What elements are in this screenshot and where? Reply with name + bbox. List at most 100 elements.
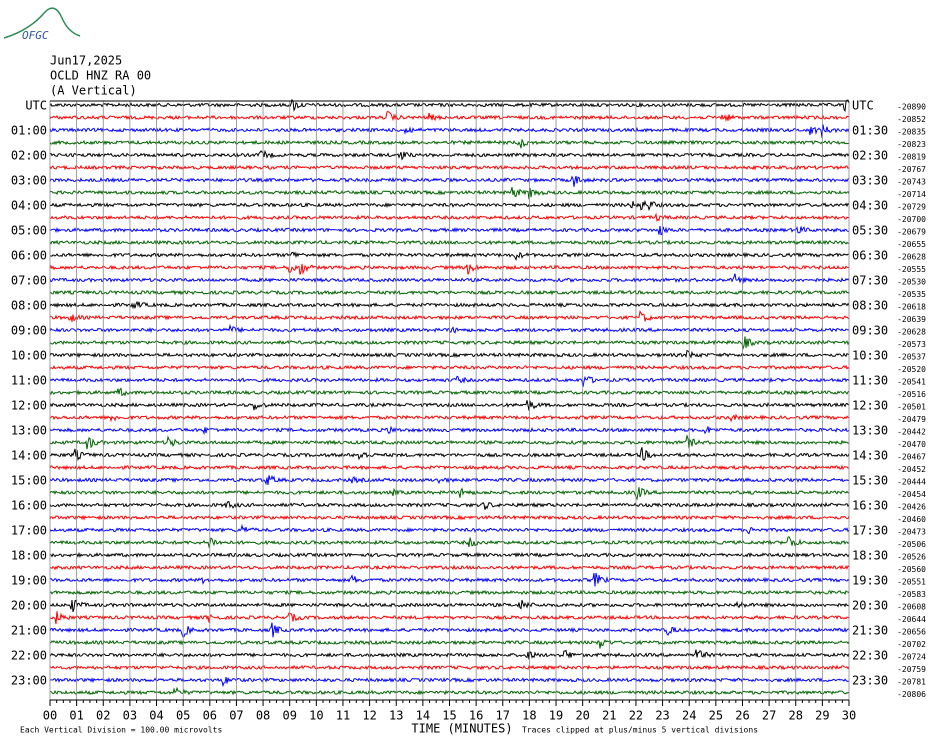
- x-tick-label: 09: [282, 709, 296, 723]
- x-tick-label: 24: [682, 709, 696, 723]
- trace-offset: -20806: [897, 690, 926, 699]
- trace-offset: -20526: [897, 553, 926, 562]
- trace-offset: -20700: [897, 215, 926, 224]
- component: (A Vertical): [50, 84, 137, 98]
- half-hour-label: 12:30: [852, 399, 888, 413]
- x-tick-label: 07: [229, 709, 243, 723]
- x-tick-label: 25: [709, 709, 723, 723]
- hour-label: 09:00: [11, 324, 47, 338]
- half-hour-label: 01:30: [852, 124, 888, 138]
- trace-offset: -20656: [897, 628, 926, 637]
- trace-offset: -20767: [897, 165, 926, 174]
- x-tick-label: 18: [522, 709, 536, 723]
- trace-offset: -20639: [897, 315, 926, 324]
- trace-offset: -20628: [897, 253, 926, 262]
- hour-label: 23:00: [11, 674, 47, 688]
- half-hour-label: 08:30: [852, 299, 888, 313]
- x-tick-label: 02: [96, 709, 110, 723]
- half-hour-label: 05:30: [852, 224, 888, 238]
- trace-offset: -20506: [897, 540, 926, 549]
- trace-offset: -20560: [897, 565, 926, 574]
- x-tick-label: 30: [842, 709, 856, 723]
- scale-note: Each Vertical Division = 100.00 microvol…: [20, 726, 222, 735]
- trace-offset: -20608: [897, 603, 926, 612]
- hour-label: 15:00: [11, 474, 47, 488]
- trace-offset: -20537: [897, 353, 926, 362]
- trace-offset: -20520: [897, 365, 926, 374]
- trace-offset: -20655: [897, 240, 926, 249]
- logo: OFGC: [22, 29, 49, 42]
- half-hour-label: 18:30: [852, 549, 888, 563]
- trace-offset: -20852: [897, 115, 926, 124]
- trace-offset: -20714: [897, 190, 926, 199]
- half-hour-label: 10:30: [852, 349, 888, 363]
- half-hour-label: 09:30: [852, 324, 888, 338]
- half-hour-label: 16:30: [852, 499, 888, 513]
- x-tick-label: 11: [336, 709, 350, 723]
- half-hour-label: 02:30: [852, 149, 888, 163]
- clip-note: Traces clipped at plus/minus 5 vertical …: [522, 726, 758, 735]
- half-hour-label: 17:30: [852, 524, 888, 538]
- x-axis-title: TIME (MINUTES): [411, 722, 512, 736]
- x-tick-label: 14: [416, 709, 430, 723]
- trace-offset: -20516: [897, 390, 926, 399]
- half-hour-label: 04:30: [852, 199, 888, 213]
- hour-label: 07:00: [11, 274, 47, 288]
- hour-label: 06:00: [11, 249, 47, 263]
- hour-label: 19:00: [11, 574, 47, 588]
- half-hour-label: 06:30: [852, 249, 888, 263]
- x-tick-label: 16: [469, 709, 483, 723]
- hour-label: 18:00: [11, 549, 47, 563]
- hour-label: 10:00: [11, 349, 47, 363]
- trace-offset: -20444: [897, 478, 926, 487]
- hour-label: 20:00: [11, 599, 47, 613]
- hour-label: UTC: [25, 99, 47, 113]
- x-tick-label: 26: [735, 709, 749, 723]
- trace-offset: -20729: [897, 203, 926, 212]
- x-tick-label: 28: [789, 709, 803, 723]
- x-tick-label: 10: [309, 709, 323, 723]
- trace-offset: -20724: [897, 653, 926, 662]
- trace-offset: -20618: [897, 303, 926, 312]
- hour-label: 03:00: [11, 174, 47, 188]
- x-tick-label: 15: [442, 709, 456, 723]
- half-hour-label: 22:30: [852, 649, 888, 663]
- x-tick-label: 13: [389, 709, 403, 723]
- half-hour-label: 03:30: [852, 174, 888, 188]
- hour-label: 22:00: [11, 649, 47, 663]
- trace-offset: -20535: [897, 290, 926, 299]
- logo-curve: [3, 7, 81, 39]
- hour-label: 11:00: [11, 374, 47, 388]
- trace-offset: -20781: [897, 678, 926, 687]
- hour-label: 16:00: [11, 499, 47, 513]
- hour-label: 02:00: [11, 149, 47, 163]
- trace-offset: -20473: [897, 528, 926, 537]
- half-hour-label: 20:30: [852, 599, 888, 613]
- x-tick-label: 23: [655, 709, 669, 723]
- half-hour-label: UTC: [852, 99, 874, 113]
- x-tick-label: 06: [203, 709, 217, 723]
- trace-offset: -20470: [897, 440, 926, 449]
- x-tick-label: 22: [629, 709, 643, 723]
- trace-offset: -20479: [897, 415, 926, 424]
- hour-label: 14:00: [11, 449, 47, 463]
- trace-offset: -20743: [897, 178, 926, 187]
- trace-offset: -20819: [897, 153, 926, 162]
- hour-label: 01:00: [11, 124, 47, 138]
- half-hour-label: 15:30: [852, 474, 888, 488]
- date: Jun17,2025: [50, 54, 122, 68]
- trace-offset: -20823: [897, 140, 926, 149]
- trace-offset: -20644: [897, 615, 926, 624]
- x-tick-label: 12: [362, 709, 376, 723]
- trace-offset: -20835: [897, 128, 926, 137]
- trace-offset: -20573: [897, 340, 926, 349]
- trace-offset: -20759: [897, 665, 926, 674]
- trace-offset: -20530: [897, 278, 926, 287]
- trace-offset: -20454: [897, 490, 926, 499]
- hour-label: 13:00: [11, 424, 47, 438]
- trace-offset: -20541: [897, 378, 926, 387]
- trace-offset: -20679: [897, 228, 926, 237]
- x-tick-label: 05: [176, 709, 190, 723]
- trace-offset: -20551: [897, 578, 926, 587]
